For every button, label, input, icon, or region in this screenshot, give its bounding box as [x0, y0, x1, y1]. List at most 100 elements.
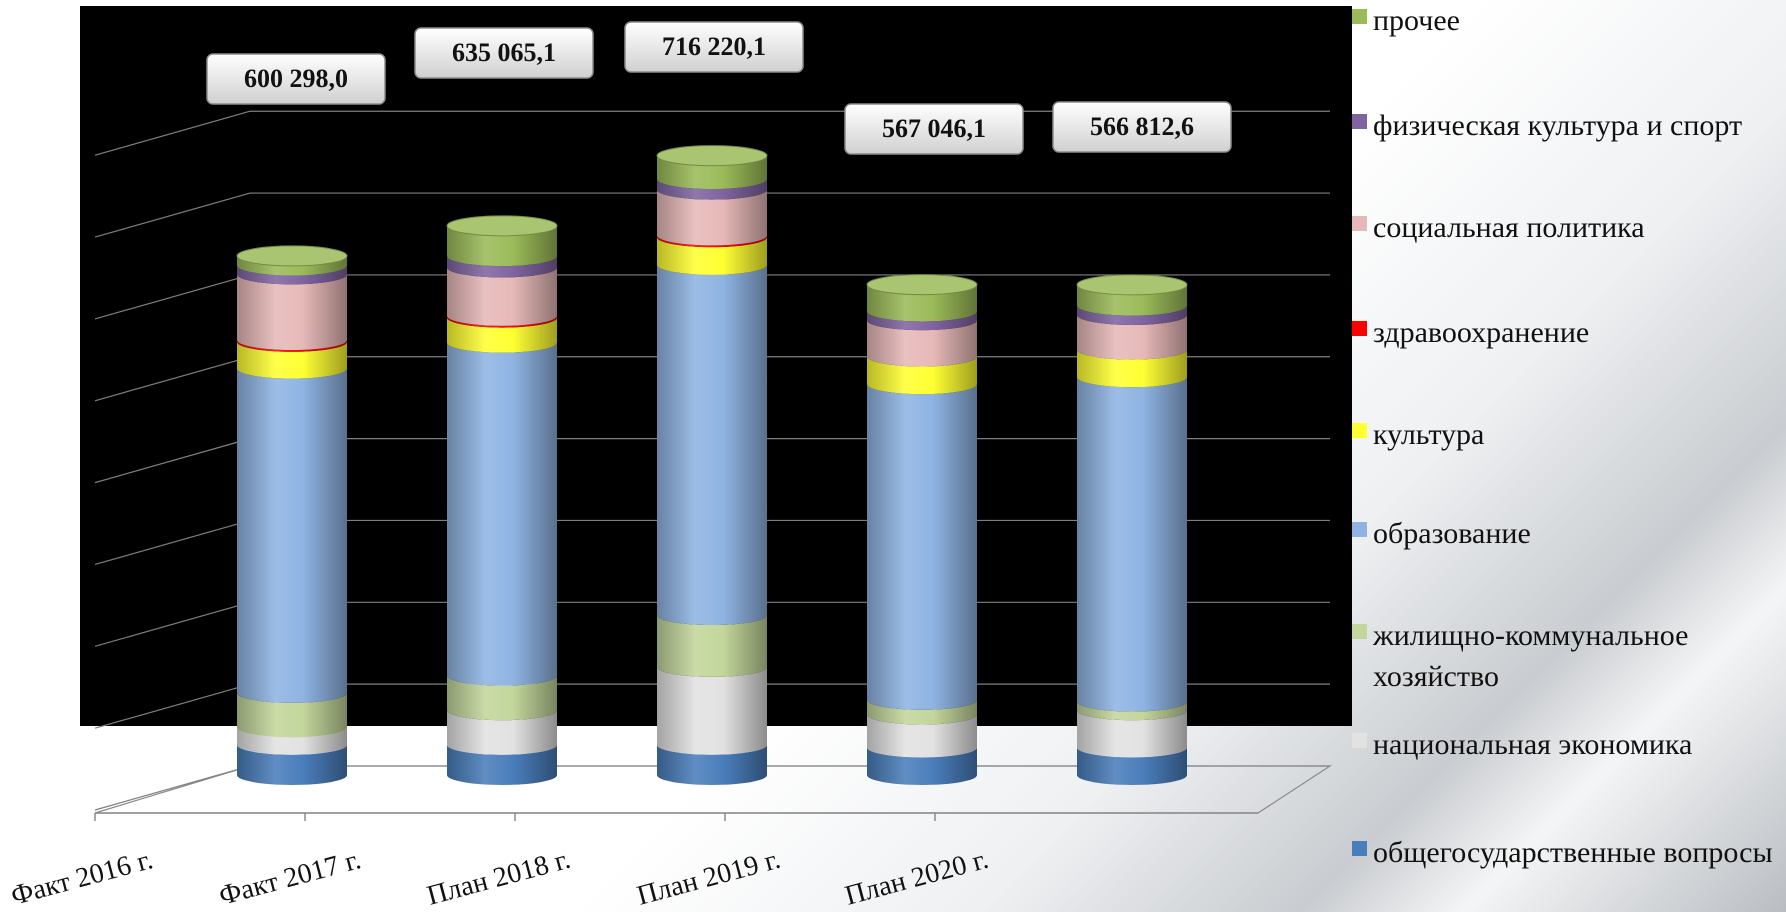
gridline-diagonal — [94, 110, 251, 156]
bar-segment — [447, 675, 557, 721]
gridline-diagonal — [94, 356, 251, 402]
bar-segment — [237, 692, 347, 738]
bar-segment — [447, 225, 557, 267]
bar-top-cap — [446, 215, 558, 237]
legend-item: социальная политика — [1352, 207, 1783, 248]
legend-label: здравоохранение — [1373, 316, 1590, 349]
bar-segment — [867, 747, 977, 785]
legend-swatch — [1352, 9, 1367, 24]
legend-label: физическая культура и спорт — [1373, 109, 1743, 142]
bar-segment — [447, 256, 557, 278]
bar-segment — [657, 179, 767, 200]
legend-label: культура — [1373, 418, 1485, 451]
legend-item: жилищно-коммунальное хозяйство — [1352, 615, 1783, 697]
legend-label: жилищно-коммунальное хозяйство — [1373, 619, 1689, 693]
bar-segment — [447, 267, 557, 326]
legend-item: национальная экономика — [1352, 724, 1783, 765]
total-label-box — [844, 103, 1024, 155]
bar-segment — [657, 237, 767, 275]
legend-item: общегосударственные вопросы — [1352, 832, 1783, 873]
bar-segment — [657, 666, 767, 755]
bar-segment — [1077, 747, 1187, 785]
legend-swatch — [1352, 733, 1367, 748]
gridline-diagonal — [94, 192, 251, 238]
gridline-diagonal — [94, 274, 251, 320]
bar-segment — [237, 274, 347, 351]
bar-segment — [237, 727, 347, 755]
bar-segment — [447, 317, 557, 353]
legend-label: прочее — [1373, 4, 1460, 37]
bar-top-cap — [656, 145, 768, 167]
bar-segment — [657, 235, 767, 248]
bar-segment — [447, 315, 557, 328]
gridline-diagonal — [94, 683, 251, 729]
bar-segment — [867, 714, 977, 758]
bar-top-cap — [1076, 274, 1188, 296]
bar-segment — [447, 744, 557, 785]
bar-segment — [657, 264, 767, 626]
bar-segment — [237, 368, 347, 703]
legend-item: прочее — [1352, 0, 1783, 41]
bar-segment — [657, 744, 767, 785]
total-label-box — [624, 21, 804, 73]
chart-plot: 600 298,0 Факт 2016 г. 635 065,1 Факт 2017 … — [8, 6, 1352, 912]
chart-legend: прочее физическая культура и спорт социаль… — [1352, 0, 1786, 912]
bar-segment — [657, 615, 767, 677]
total-label: 635 065,1 — [452, 38, 556, 67]
legend-swatch — [1352, 423, 1367, 438]
bar-top-cap — [236, 245, 348, 267]
legend-label: социальная политика — [1373, 211, 1645, 244]
bar-segment — [237, 744, 347, 785]
legend-label: общегосударственные вопросы — [1373, 836, 1773, 869]
legend-swatch — [1352, 624, 1367, 639]
gridline-diagonal — [94, 601, 251, 647]
bar-segment — [1077, 284, 1187, 316]
x-tick-label: План 2020 г. — [842, 844, 992, 912]
total-label: 600 298,0 — [244, 64, 348, 93]
legend-item: физическая культура и спорт — [1352, 105, 1783, 146]
legend-label: образование — [1373, 517, 1531, 550]
bar-segment — [867, 384, 977, 710]
gridline-diagonal — [94, 438, 251, 484]
x-tick-label: План 2018 г. — [424, 844, 574, 912]
total-label: 567 046,1 — [882, 114, 986, 143]
bar-segment — [867, 699, 977, 725]
bar-segment — [867, 356, 977, 395]
bar-segment — [237, 265, 347, 285]
legend-item: образование — [1352, 513, 1783, 554]
x-tick-label: Факт 2016 г. — [8, 844, 156, 912]
x-tick-label: План 2019 г. — [634, 844, 784, 912]
bar-segment — [237, 340, 347, 352]
bar-segment — [1077, 314, 1187, 360]
legend-swatch — [1352, 114, 1367, 129]
bar-segment — [867, 284, 977, 322]
x-tick-label: Факт 2017 г. — [216, 844, 364, 912]
legend-item: здравоохранение — [1352, 312, 1783, 353]
legend-swatch — [1352, 216, 1367, 231]
bar-segment — [1077, 349, 1187, 388]
bar-segment — [867, 311, 977, 331]
bar-segment — [867, 320, 977, 367]
total-label: 566 812,6 — [1090, 112, 1194, 141]
total-label-box — [206, 53, 386, 105]
total-label-box — [1052, 101, 1232, 153]
legend-swatch — [1352, 841, 1367, 856]
bar-segment — [237, 255, 347, 276]
bar-segment — [657, 155, 767, 190]
legend-item: культура — [1352, 414, 1783, 455]
gridline-diagonal — [94, 519, 251, 566]
legend-swatch — [1352, 321, 1367, 336]
total-label-box — [414, 27, 594, 79]
legend-swatch — [1352, 522, 1367, 537]
bar-segment — [447, 342, 557, 686]
bar-segment — [237, 341, 347, 379]
total-label: 716 220,1 — [662, 32, 766, 61]
bar-segment — [657, 189, 767, 246]
bar-segment — [1077, 305, 1187, 325]
bar-segment — [1077, 710, 1187, 758]
bar-segment — [447, 710, 557, 755]
bar-segment — [1077, 377, 1187, 712]
bar-top-cap — [866, 274, 978, 296]
legend-label: национальная экономика — [1373, 728, 1693, 761]
bar-segment — [1077, 701, 1187, 721]
